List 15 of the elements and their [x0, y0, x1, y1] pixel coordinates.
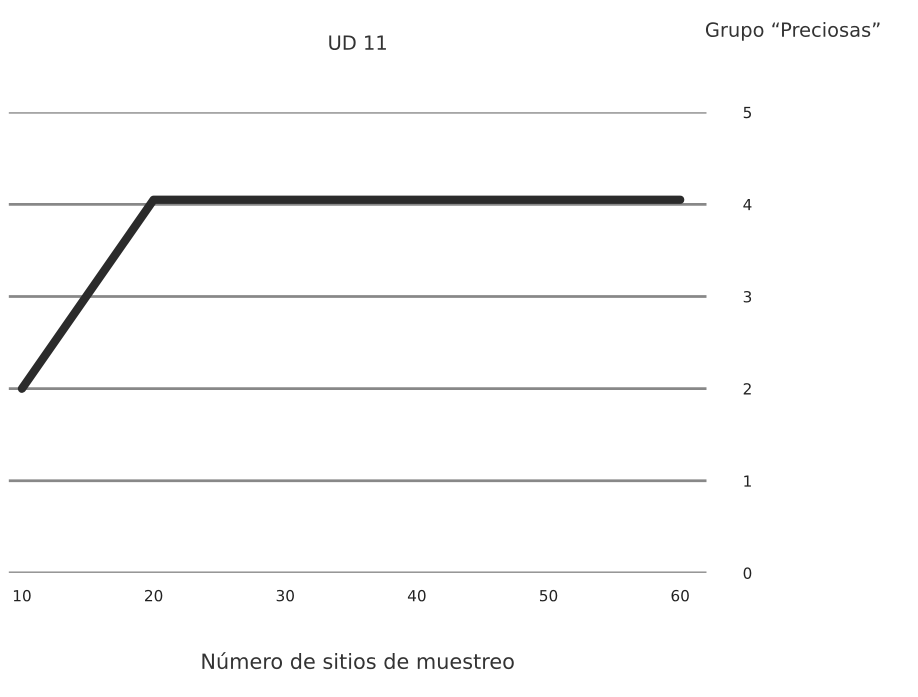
x-tick-label: 20	[145, 590, 162, 602]
x-tick-label: 10	[14, 590, 31, 602]
y-tick-label: 1	[744, 475, 751, 487]
y-tick-label: 0	[744, 567, 752, 579]
x-tick-label: 60	[672, 590, 689, 602]
x-axis-title: Número de sitios de muestreo	[202, 652, 514, 670]
y-tick-label: 3	[744, 290, 752, 303]
x-tick-label: 50	[540, 590, 558, 602]
y-tick-label: 4	[743, 199, 752, 210]
x-tick-label: 30	[276, 590, 294, 602]
chart-title: UD 11	[329, 36, 386, 50]
x-tick-label: 40	[408, 590, 426, 602]
y-tick-label: 2	[744, 383, 751, 394]
y-tick-label: 5	[744, 106, 751, 118]
text: Grupo “Preciosas”	[706, 22, 880, 41]
